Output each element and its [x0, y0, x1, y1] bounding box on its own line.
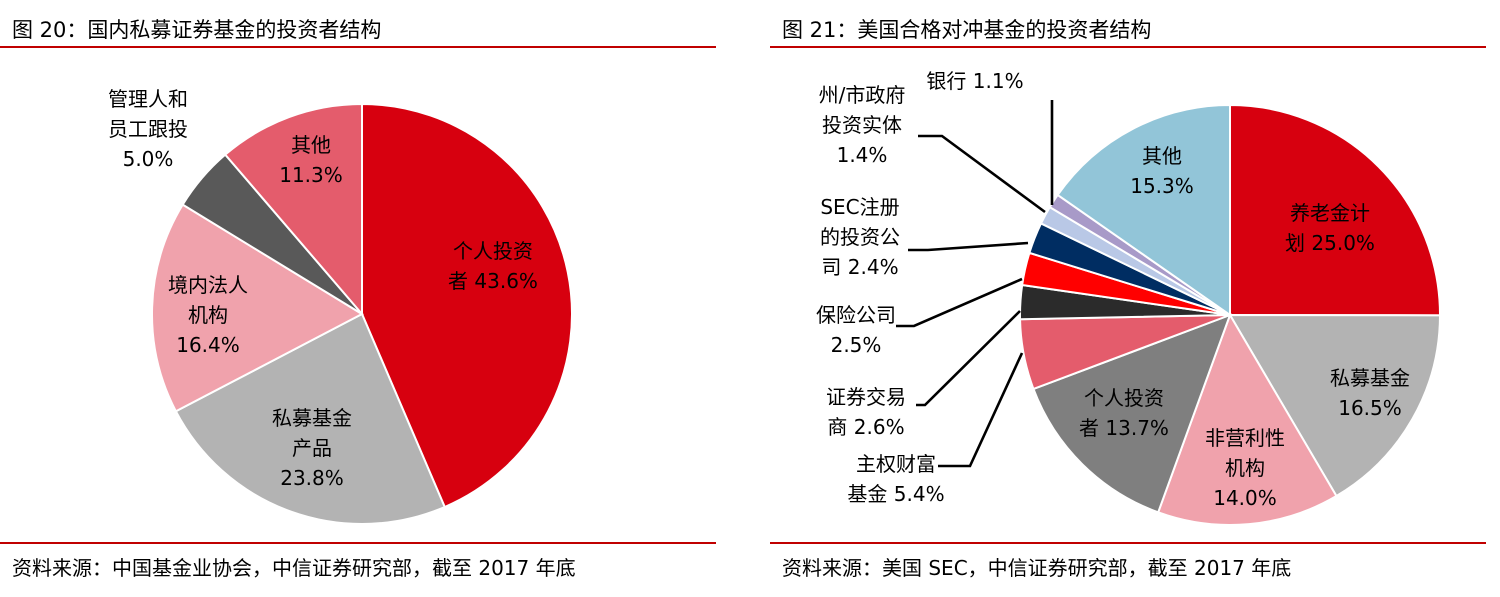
slice-label-line: 保险公司 — [816, 303, 896, 327]
source-rule — [0, 542, 716, 544]
pie-slice — [151, 203, 365, 413]
slice-label-line: 1.4% — [837, 143, 888, 167]
slice-label-line: 的投资公 — [820, 225, 900, 249]
slice-label-line: 主权财富 — [856, 452, 936, 476]
slice-label: 主权财富基金 5.4% — [847, 452, 944, 506]
slice-label: 证券交易商 2.6% — [826, 385, 906, 439]
slice-label-line: 非营利性 — [1205, 426, 1285, 450]
pie-chart-us: 养老金计划 25.0% 私募基金 16.5% 非营利性机构 14.0% 个人投资者 13.… — [816, 69, 1442, 526]
slice-label-line: 私募基金 — [1330, 366, 1410, 390]
pie-slice — [361, 102, 573, 509]
slice-label: 州/市政府投资实体 1.4% — [819, 83, 906, 167]
slice-label-line: 其他 — [1142, 144, 1182, 168]
slice-label: SEC注册的投资公司 2.4% — [820, 195, 900, 279]
figure-title: 图 20：国内私募证券基金的投资者结构 — [12, 18, 382, 42]
pie-slice — [1229, 103, 1442, 317]
pie-slice — [1056, 103, 1231, 317]
pie-slice — [223, 102, 363, 317]
slice-label: 银行 1.1% — [926, 69, 1023, 93]
slice-label-line: 5.0% — [123, 147, 174, 171]
figure-title: 图 21：美国合格对冲基金的投资者结构 — [782, 18, 1152, 42]
slice-label-line: 证券交易 — [826, 385, 906, 409]
title-rule — [0, 46, 716, 48]
slice-label: 个人投资者 13.7% — [1079, 386, 1169, 440]
slice-label-line: SEC注册 — [820, 195, 899, 219]
slice-label-line: 机构 — [188, 303, 228, 327]
slice-label-line: 私募基金 — [272, 406, 352, 430]
leader-line — [918, 134, 1046, 214]
pie-chart-domestic: 个人投资者 43.6% 私募基金产品 23.8% 境内法人机构 16.4% 管理人和员工跟… — [108, 87, 573, 525]
slice-label: 保险公司 2.5% — [816, 303, 896, 357]
figure-20-panel: 图 20：国内私募证券基金的投资者结构 个人投资者 43.6% 私募基金产品 23.… — [0, 0, 730, 597]
slice-label-line: 23.8% — [280, 466, 344, 490]
pie-slice — [1156, 312, 1338, 526]
pie-slice — [1228, 313, 1442, 498]
slice-label: 管理人和员工跟投 5.0% — [108, 87, 188, 171]
figure-21-panel: 图 21：美国合格对冲基金的投资者结构 养老金计划 25.0% 私募基金 16.5%… — [770, 0, 1500, 597]
slice-label-line: 基金 5.4% — [847, 482, 944, 506]
slice-label-line: 11.3% — [279, 163, 343, 187]
slice-label-line: 管理人和 — [108, 87, 188, 111]
slice-label: 私募基金产品 23.8% — [272, 406, 352, 490]
slice-label-line: 者 13.7% — [1079, 416, 1169, 440]
slice-label-line: 划 25.0% — [1285, 231, 1375, 255]
slice-label-line: 16.4% — [176, 333, 240, 357]
pie-slice — [174, 312, 447, 525]
slice-label: 私募基金 16.5% — [1330, 366, 1410, 420]
slice-label-line: 员工跟投 — [108, 117, 188, 141]
slice-label-line: 投资实体 — [822, 113, 902, 137]
slice-label-line: 产品 — [292, 436, 332, 460]
slice-label-line: 15.3% — [1130, 174, 1194, 198]
figure-source: 资料来源：中国基金业协会，中信证券研究部，截至 2017 年底 — [12, 556, 576, 580]
slice-label-line: 养老金计 — [1290, 201, 1370, 225]
slice-label-line: 境内法人 — [168, 273, 248, 297]
slice-label: 非营利性机构 14.0% — [1205, 426, 1285, 510]
slice-label: 个人投资者 43.6% — [448, 239, 538, 293]
slice-label: 境内法人机构 16.4% — [168, 273, 248, 357]
leader-line — [908, 241, 1029, 252]
slice-label-line: 个人投资 — [453, 239, 533, 263]
slice-label: 养老金计划 25.0% — [1285, 201, 1375, 255]
leader-line — [896, 277, 1023, 328]
slice-label-line: 机构 — [1225, 456, 1265, 480]
slice-label-line: 商 2.6% — [827, 415, 904, 439]
slice-label-line: 2.5% — [831, 333, 882, 357]
slice-label-line: 16.5% — [1338, 396, 1402, 420]
slice-label-line: 银行 1.1% — [926, 69, 1023, 93]
slice-label-line: 个人投资 — [1084, 386, 1164, 410]
slice-label-line: 其他 — [291, 133, 331, 157]
figure-source: 资料来源：美国 SEC，中信证券研究部，截至 2017 年底 — [782, 556, 1292, 580]
leader-line — [938, 352, 1024, 468]
leader-line — [916, 310, 1021, 407]
slice-label-line: 州/市政府 — [819, 83, 906, 107]
source-rule — [770, 542, 1486, 544]
slice-label-line: 司 2.4% — [821, 255, 898, 279]
pie-slice — [1032, 313, 1232, 514]
slice-label: 其他 11.3% — [279, 133, 343, 187]
slice-label: 其他 15.3% — [1130, 144, 1194, 198]
title-rule — [770, 46, 1486, 48]
slice-label-line: 者 43.6% — [448, 269, 538, 293]
slice-label-line: 14.0% — [1213, 486, 1277, 510]
